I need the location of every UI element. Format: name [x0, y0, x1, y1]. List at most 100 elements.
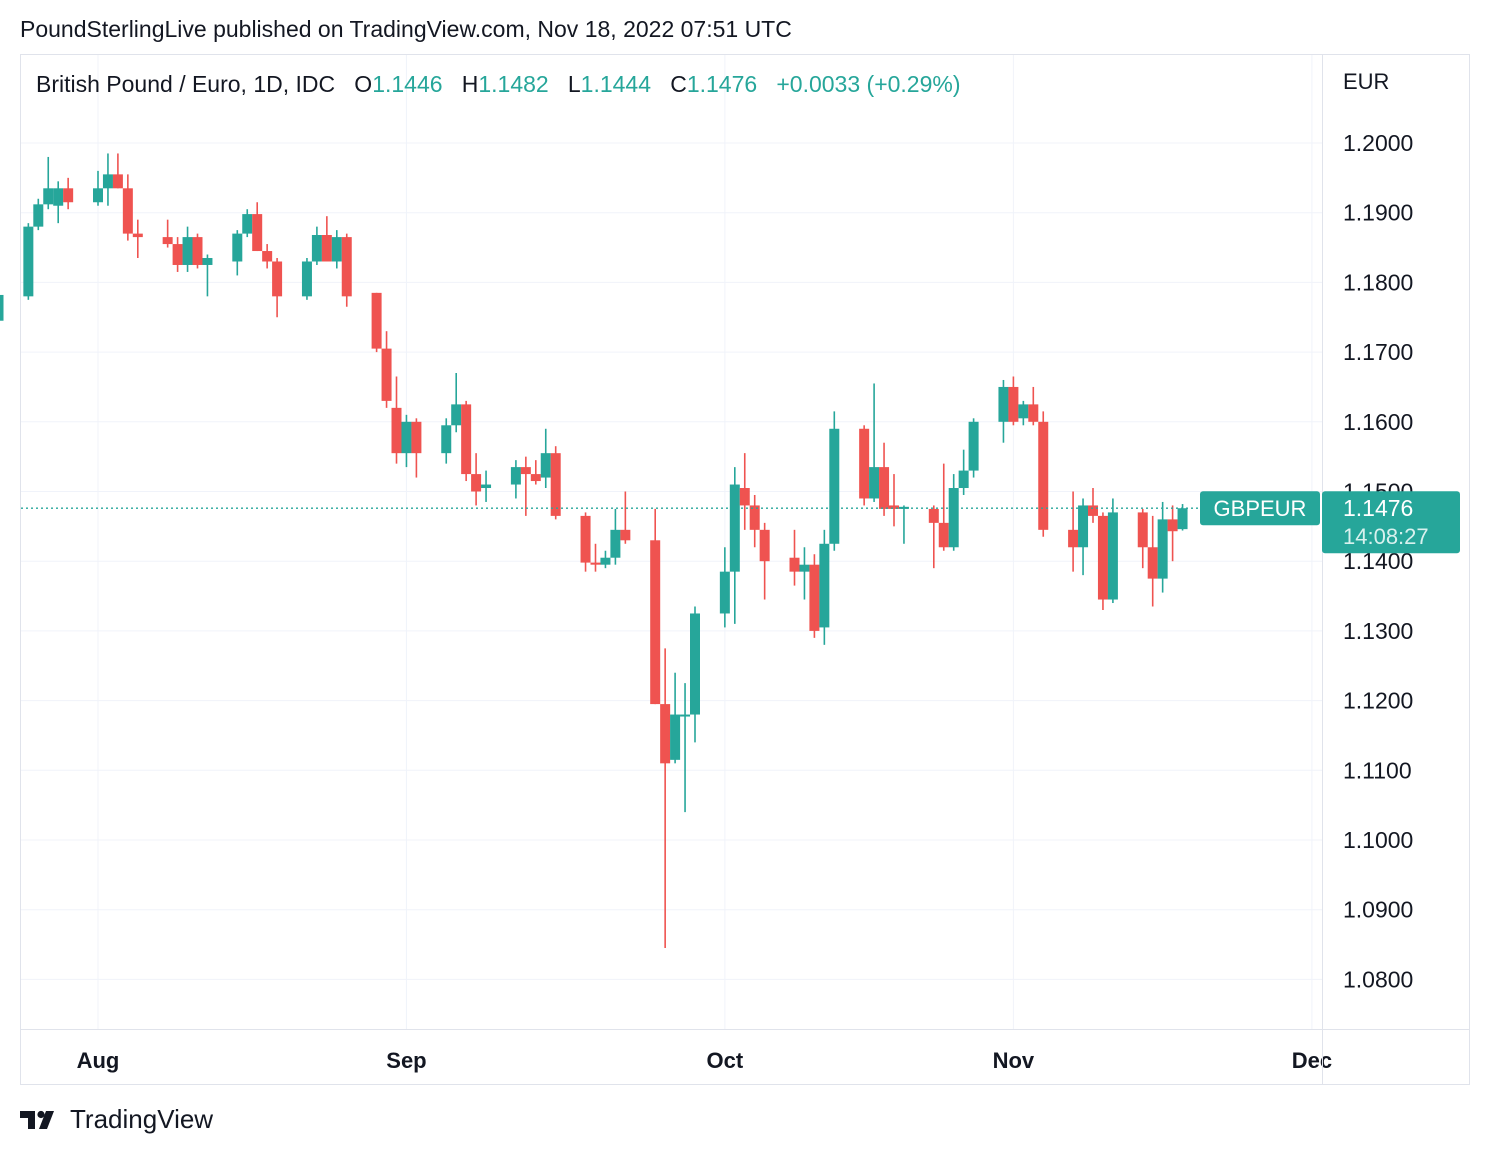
candle-body — [252, 214, 263, 252]
y-tick-label: 1.0800 — [1343, 966, 1413, 992]
candle-body — [809, 564, 820, 631]
candle-body — [0, 294, 4, 321]
candle-body — [172, 244, 183, 265]
candle — [172, 237, 183, 272]
candle-body — [859, 428, 870, 499]
candle-body — [620, 529, 631, 541]
candle-body — [660, 704, 671, 764]
candle — [461, 400, 472, 482]
candle — [879, 442, 890, 516]
y-tick-label: 1.1300 — [1343, 618, 1413, 644]
candle — [749, 494, 760, 548]
candle-body — [132, 233, 143, 238]
candle-body — [600, 557, 611, 565]
candle-body — [889, 505, 899, 509]
axes: 1.20001.19001.18001.17001.16001.15001.14… — [20, 55, 1470, 1085]
candle-body — [162, 237, 173, 245]
candle-body — [1088, 505, 1098, 516]
candle — [660, 648, 671, 949]
y-tick-label: 1.1900 — [1343, 200, 1413, 226]
candle-body — [610, 529, 621, 558]
candle-body — [23, 226, 34, 297]
currency-label: EUR — [1343, 69, 1389, 94]
candle-body — [928, 508, 939, 523]
candle — [331, 230, 342, 269]
candle — [102, 153, 113, 206]
x-tick-label: Aug — [77, 1048, 120, 1073]
tradingview-logo-icon — [20, 1110, 54, 1129]
candle-body — [411, 421, 422, 454]
candle-body — [580, 515, 591, 563]
candle — [53, 181, 64, 224]
publish-info: PoundSterlingLive published on TradingVi… — [20, 16, 792, 42]
bar-countdown: 14:08:27 — [1343, 524, 1429, 549]
candle — [1107, 498, 1118, 604]
candle-body — [102, 174, 113, 189]
candle-body — [202, 258, 213, 265]
candle-body — [1028, 404, 1039, 422]
candle — [530, 460, 541, 485]
candle-body — [550, 453, 561, 516]
candle-body — [262, 251, 273, 262]
candle — [1097, 512, 1108, 610]
candle-body — [1018, 404, 1029, 419]
candle — [510, 460, 521, 499]
candle-body — [670, 714, 681, 760]
candle — [162, 219, 173, 248]
candle-body — [650, 540, 661, 705]
candle-body — [1137, 512, 1148, 548]
candle-body — [311, 235, 322, 262]
candle — [182, 226, 193, 272]
x-tick-label: Nov — [993, 1048, 1035, 1073]
candle-body — [242, 214, 253, 234]
candle — [998, 379, 1009, 443]
candle — [819, 529, 830, 645]
chart-frame — [20, 54, 1470, 1085]
legend-high-label: H — [461, 71, 479, 97]
candle — [968, 418, 979, 478]
candle — [889, 474, 899, 527]
candle — [381, 331, 392, 408]
candle-body — [938, 522, 949, 548]
candle-body — [759, 529, 770, 562]
candle-body — [958, 470, 969, 489]
candle-body — [998, 386, 1009, 422]
candle-body — [192, 237, 203, 265]
candle — [93, 170, 103, 206]
candle — [1157, 501, 1168, 593]
candle-body — [182, 237, 193, 265]
x-tick-label: Oct — [707, 1048, 744, 1073]
candle — [928, 505, 939, 569]
candle-body — [272, 261, 283, 297]
candle — [580, 512, 591, 572]
y-tick-label: 1.1700 — [1343, 339, 1413, 365]
candle-body — [680, 714, 691, 717]
candle — [242, 209, 253, 238]
candle-body — [1068, 529, 1079, 548]
candle-body — [63, 188, 74, 203]
y-tick-label: 1.1600 — [1343, 409, 1413, 435]
candle — [739, 453, 750, 530]
candle — [680, 683, 691, 813]
last-price-badge — [1322, 491, 1460, 554]
candle — [371, 292, 382, 353]
candle-body — [341, 237, 352, 297]
candle-body — [799, 564, 810, 572]
grid — [21, 55, 1322, 1029]
candle — [1088, 488, 1098, 523]
tradingview-logo[interactable]: TradingView — [20, 1104, 213, 1135]
candle — [471, 453, 482, 506]
candle-body — [879, 467, 890, 509]
y-tick-label: 1.2000 — [1343, 130, 1413, 156]
last-price-value: 1.1476 — [1343, 495, 1413, 521]
candle-body — [471, 474, 482, 492]
candle — [391, 376, 402, 464]
candle — [600, 550, 611, 569]
symbol-tag — [1200, 491, 1320, 526]
candle-body — [1177, 508, 1188, 530]
candle — [620, 491, 631, 544]
candle — [610, 508, 621, 565]
candle-body — [391, 407, 402, 454]
candle — [202, 254, 213, 297]
